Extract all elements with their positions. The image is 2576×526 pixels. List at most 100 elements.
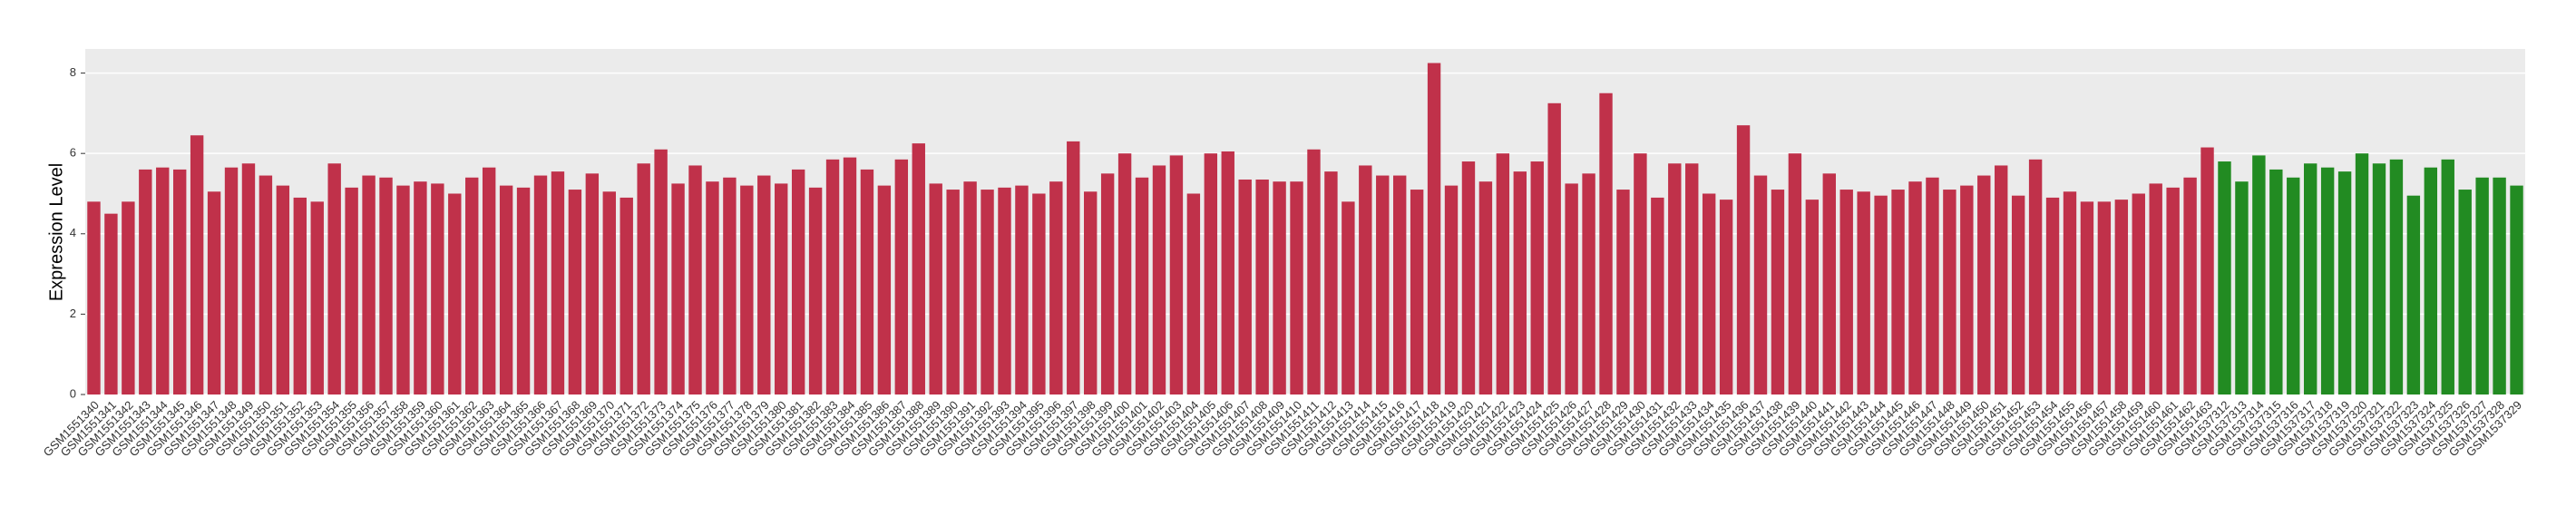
bar xyxy=(688,165,702,394)
bar xyxy=(1324,171,1338,394)
bar xyxy=(1392,175,1407,394)
bar xyxy=(2406,195,2421,394)
bar xyxy=(981,190,994,394)
bar xyxy=(293,197,307,394)
bar xyxy=(912,143,925,394)
bar xyxy=(224,167,239,394)
bar xyxy=(259,175,273,394)
bar xyxy=(1067,141,1080,394)
bar xyxy=(1565,183,1578,394)
bar xyxy=(2028,159,2043,394)
bar xyxy=(894,159,909,394)
bar xyxy=(2493,177,2506,394)
bar xyxy=(1771,190,1785,394)
bar xyxy=(1290,181,1303,394)
bar xyxy=(1530,161,1544,394)
y-tick-label: 6 xyxy=(70,146,76,160)
bar xyxy=(1221,151,1234,394)
bar xyxy=(1117,153,1132,395)
bar xyxy=(1943,190,1956,394)
bar xyxy=(1359,165,1372,394)
y-tick-label: 8 xyxy=(70,65,76,79)
bar xyxy=(1547,102,1561,394)
bar xyxy=(87,201,101,394)
bar xyxy=(1702,193,1716,394)
bar xyxy=(671,183,685,394)
bar xyxy=(1169,155,1184,394)
bar xyxy=(1616,190,1630,394)
bar xyxy=(2080,201,2094,394)
bar xyxy=(1995,165,2008,394)
bar xyxy=(2372,163,2386,394)
bar xyxy=(1307,149,1321,395)
bar xyxy=(1908,181,1922,394)
bar xyxy=(516,187,531,394)
bar xyxy=(414,181,427,394)
bar xyxy=(1582,173,1595,394)
bar xyxy=(843,157,857,394)
bar xyxy=(602,191,616,394)
bar xyxy=(327,163,341,394)
bar xyxy=(2218,161,2231,394)
bar xyxy=(775,183,788,394)
bar xyxy=(740,185,754,394)
bar xyxy=(2389,159,2404,394)
bar xyxy=(929,183,942,394)
bar xyxy=(2441,159,2454,394)
bar xyxy=(2458,190,2472,394)
bar xyxy=(1084,191,1098,394)
bar xyxy=(2320,167,2335,394)
bar xyxy=(139,169,152,394)
bar xyxy=(207,191,221,394)
bar xyxy=(860,169,874,394)
bar xyxy=(791,169,805,394)
bar xyxy=(1273,181,1286,394)
bar xyxy=(1032,193,1046,394)
bar xyxy=(104,213,118,394)
bar xyxy=(1736,125,1751,394)
bar xyxy=(946,190,960,394)
bar xyxy=(482,167,496,394)
bar xyxy=(585,173,600,394)
bar xyxy=(156,167,170,394)
bar xyxy=(1805,200,1820,394)
bar xyxy=(2287,177,2300,394)
bar xyxy=(1874,195,1888,394)
bar xyxy=(1634,153,1647,395)
bar xyxy=(2424,167,2438,394)
y-tick-label: 0 xyxy=(70,386,76,400)
y-axis-title: Expression Level xyxy=(46,163,66,301)
bar xyxy=(1100,173,1115,394)
bar xyxy=(276,185,290,394)
bar xyxy=(1135,177,1149,394)
bar xyxy=(396,185,410,394)
bar xyxy=(1478,181,1493,394)
bar xyxy=(1461,161,1476,394)
bar xyxy=(2045,197,2060,394)
bar xyxy=(241,163,256,394)
bar xyxy=(345,187,358,394)
bar xyxy=(1152,165,1166,394)
bar xyxy=(2475,177,2489,394)
bar xyxy=(723,177,737,394)
bar xyxy=(533,175,548,394)
bar xyxy=(2183,177,2197,394)
bar xyxy=(1204,153,1218,395)
bar xyxy=(2114,200,2129,394)
bar xyxy=(1599,93,1613,395)
bar xyxy=(2166,187,2180,394)
bar xyxy=(1513,171,1527,394)
bar xyxy=(654,149,668,395)
bar xyxy=(1015,185,1029,394)
bar xyxy=(2200,147,2214,394)
bar xyxy=(1444,185,1459,394)
bar xyxy=(1376,175,1390,394)
bar xyxy=(2149,183,2162,394)
bar xyxy=(1960,185,1974,394)
bar xyxy=(1977,175,1991,394)
bar xyxy=(1238,179,1252,394)
y-tick-label: 2 xyxy=(70,307,76,320)
bar xyxy=(998,187,1011,394)
bar xyxy=(2355,153,2369,395)
